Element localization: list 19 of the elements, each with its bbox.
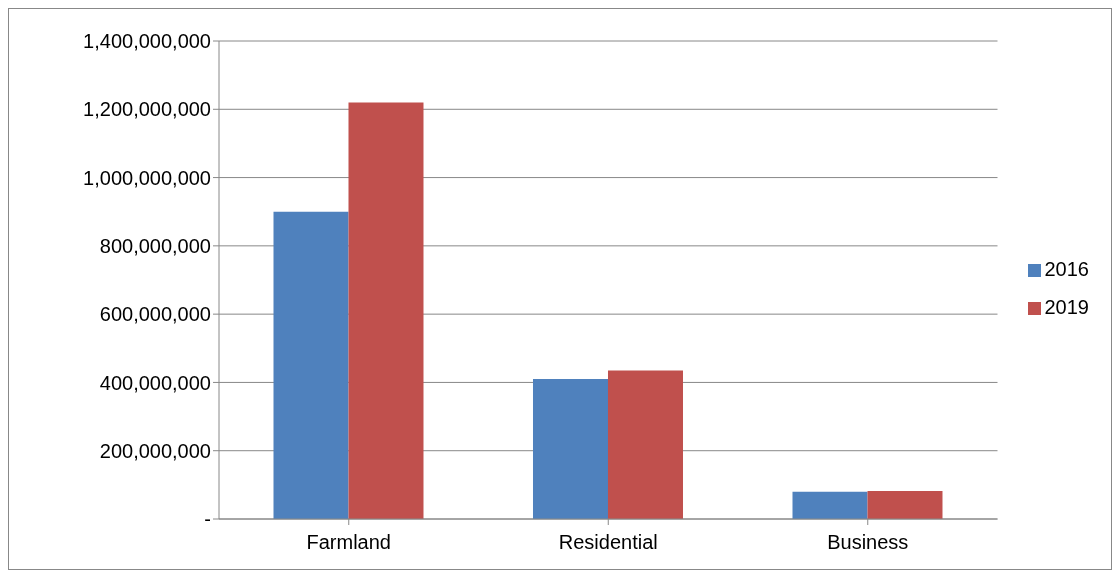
y-tick-label: 1,200,000,000: [83, 98, 211, 121]
legend-label: 2019: [1044, 296, 1089, 318]
y-tick-label: 600,000,000: [99, 303, 211, 326]
bar: [792, 491, 868, 519]
x-tick-label: Residential: [558, 531, 658, 554]
y-tick-label: 1,400,000,000: [83, 30, 211, 53]
x-tick-label: Business: [827, 531, 909, 554]
y-tick-label: 400,000,000: [99, 371, 211, 394]
y-tick-label: 800,000,000: [99, 234, 211, 257]
bar: [867, 491, 943, 519]
bar: [348, 102, 424, 519]
y-tick-label: -: [204, 508, 211, 531]
legend-label: 2016: [1044, 258, 1089, 280]
y-tick-label: 1,000,000,000: [83, 166, 211, 189]
bar: [273, 211, 349, 519]
x-tick-label: Farmland: [306, 531, 391, 554]
bar: [533, 379, 608, 519]
bar: [608, 370, 683, 519]
y-tick-label: 200,000,000: [99, 439, 211, 462]
